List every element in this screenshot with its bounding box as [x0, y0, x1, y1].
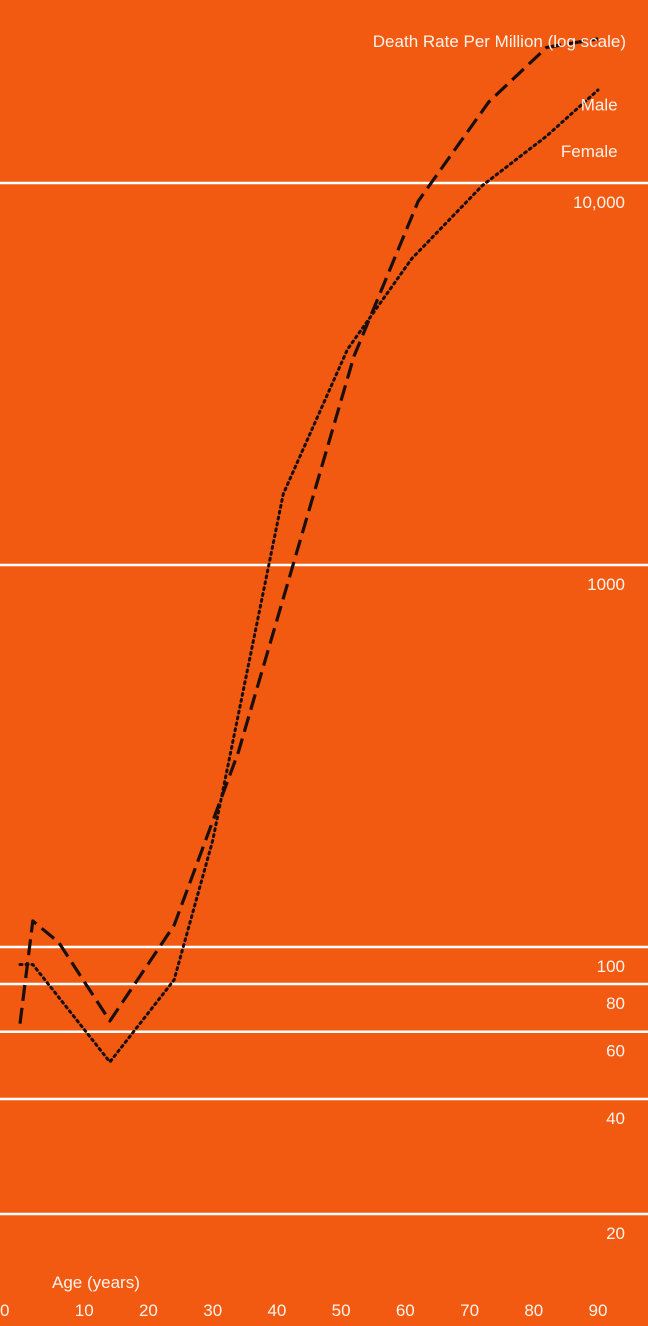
y-tick-label-40: 40 [606, 1109, 625, 1128]
x-axis-label: Age (years) [52, 1273, 140, 1292]
x-tick-label-30: 30 [203, 1301, 222, 1320]
series-line-male [18, 37, 599, 1024]
x-tick-label-70: 70 [460, 1301, 479, 1320]
x-tick-label-50: 50 [332, 1301, 351, 1320]
x-tick-label-20: 20 [139, 1301, 158, 1320]
gridlines [0, 181, 648, 1216]
x-tick-label-60: 60 [396, 1301, 415, 1320]
y-tick-label-100: 100 [597, 957, 625, 976]
y-tick-label-20: 20 [606, 1224, 625, 1243]
series-label-male: Male [581, 95, 618, 114]
x-tick-label-40: 40 [267, 1301, 286, 1320]
series-lines [18, 37, 600, 1064]
y-tick-label-60: 60 [606, 1042, 625, 1061]
series-line-female [18, 88, 600, 1064]
x-tick-label-0: 0 [0, 1301, 9, 1320]
series-label-female: Female [561, 142, 618, 161]
x-tick-label-10: 10 [75, 1301, 94, 1320]
series-labels: Male Female [561, 95, 618, 161]
y-tick-label-80: 80 [606, 994, 625, 1013]
y-tick-label-1000: 1000 [587, 575, 625, 594]
x-tick-label-90: 90 [589, 1301, 608, 1320]
x-tick-label-80: 80 [524, 1301, 543, 1320]
chart-title: Death Rate Per Million (log scale) [373, 32, 626, 51]
y-tick-labels: 10,000 1000 100 80 60 40 20 [573, 193, 625, 1243]
y-tick-label-10-000: 10,000 [573, 193, 625, 212]
x-tick-labels: 0 10 20 30 40 50 60 70 80 90 [0, 1301, 607, 1320]
